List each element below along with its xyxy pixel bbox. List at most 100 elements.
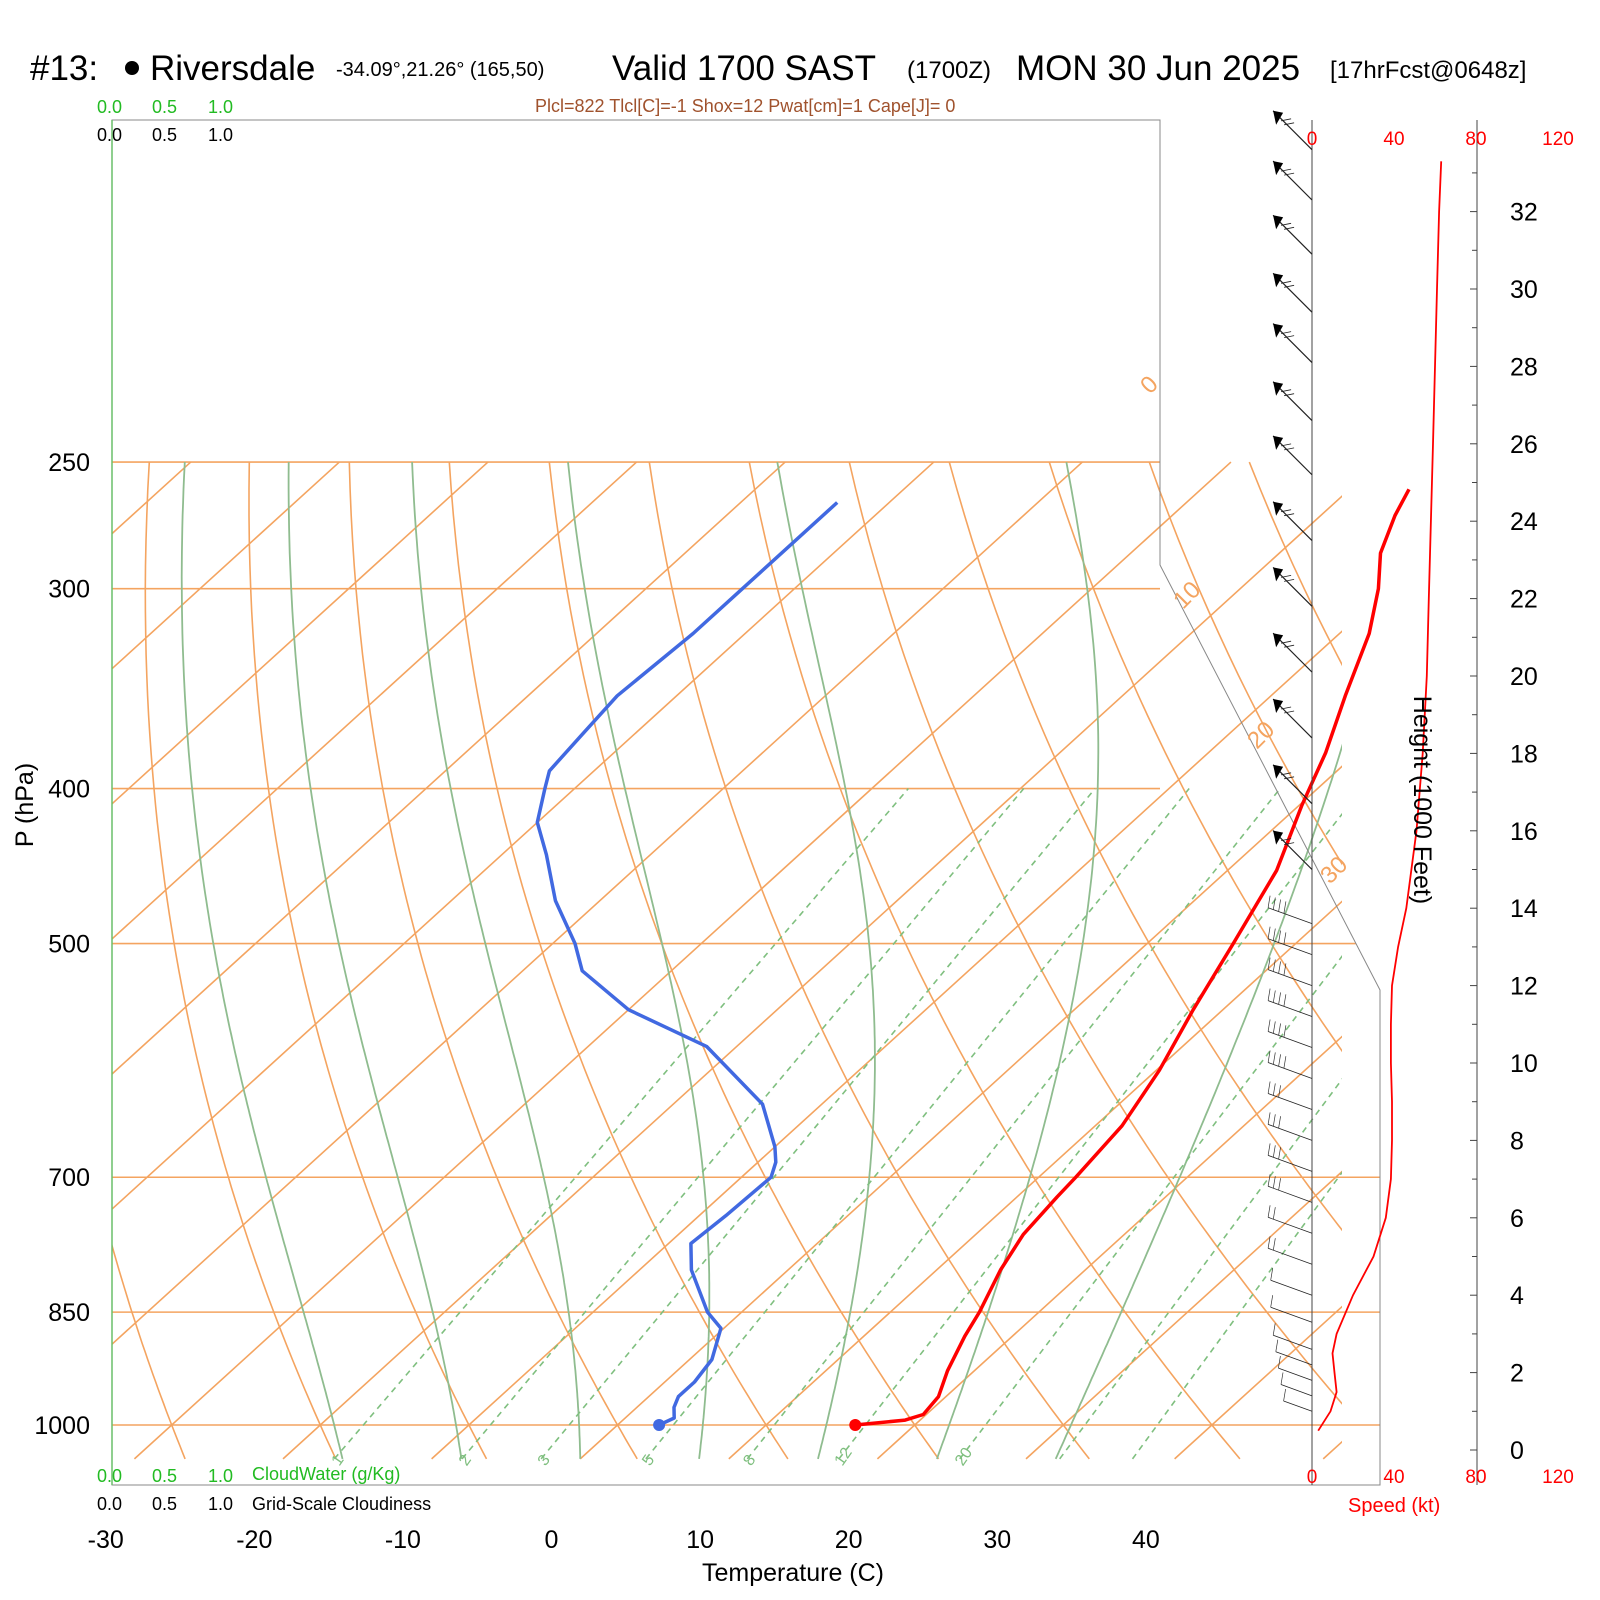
wind-feather [1284,284,1295,288]
wind-barb [1267,1031,1313,1048]
dry-adiabat-line [1248,461,1342,667]
dry-adiabat-line [112,1242,186,1460]
dry-adiabat-line [144,462,337,1460]
wind-feather [1281,443,1292,447]
dry-adiabat-line [248,462,488,1460]
height-tick-label: 8 [1510,1127,1524,1155]
wind-pennant-icon [1273,323,1284,338]
dewpoint-surface-dot [653,1419,666,1431]
station-name: Riversdale [150,49,315,88]
moist-adiabat-line [936,461,1100,1460]
wind-barb [1283,1400,1313,1412]
isobar-lines [112,461,1380,1426]
wind-feather [1272,1052,1276,1065]
svg-text:0.0: 0.0 [97,1466,122,1486]
wind-feather [1281,168,1292,172]
wind-pennant-icon [1273,273,1284,288]
wind-feather [1281,838,1292,841]
dry-adiabat-line [1148,461,1342,866]
wind-feather [1278,992,1281,1005]
y-tick-label: 1000 [34,1412,90,1440]
wind-barb [1270,1279,1313,1296]
wind-feather [1280,1372,1284,1385]
wind-barb [1267,1216,1313,1234]
speed-tick-label-bottom: 0 [1307,1467,1318,1488]
stability-indices: Plcl=822 Tlcl[C]=-1 Shox=12 Pwat[cm]=1 C… [535,96,955,116]
moist-adiabat-line [411,462,582,1459]
wind-feather [1281,509,1292,513]
dewpoint-profile-line [535,501,839,1427]
svg-text:0.0: 0.0 [97,1494,122,1514]
wind-pennant-icon [1273,764,1284,779]
wind-feather [1267,1236,1271,1249]
top-scale-black: 0.0 0.5 1.0 [97,125,233,145]
height-tick-label: 18 [1510,740,1538,768]
wind-feather [1272,1083,1276,1096]
x-tick-label: 10 [686,1526,714,1554]
height-tick-label: 20 [1510,663,1538,691]
height-tick-label: 16 [1510,818,1538,846]
wind-pennant-icon [1273,215,1284,230]
wind-barbs [1267,110,1313,1412]
dry-adiabat-line [1048,461,1342,1053]
wind-feather [1272,1145,1276,1158]
svg-text:1.0: 1.0 [208,1494,233,1514]
x-tick-label: 20 [835,1526,863,1554]
wind-barb [1267,1247,1313,1265]
isotherm-line [112,461,638,940]
wind-barb [1267,1062,1313,1079]
height-tick-label: 2 [1510,1360,1524,1388]
wind-feather [1278,1147,1281,1160]
wind-pennant-icon [1273,830,1284,845]
dry-adiabat-line [848,461,1342,1405]
isotherm-line [112,461,489,805]
wind-feather [1284,776,1295,780]
speed-tick-label-top: 120 [1542,129,1574,150]
wind-speed-line [1317,161,1443,1432]
dry-adiabat-line [448,462,789,1460]
isotherm-label-right: 30 [1315,851,1353,889]
wind-feather [1284,226,1295,230]
mixing-ratio-line [746,788,1281,1460]
height-tick-label: 30 [1510,276,1538,304]
wind-feather [1272,1114,1276,1127]
isotherm-line [133,461,1232,1460]
isotherm-line [112,461,1083,1346]
isotherm-line [1025,1170,1342,1460]
dry-adiabat-line [948,461,1342,1232]
isotherm-line [876,1035,1342,1460]
wind-pennant-icon [1273,699,1284,713]
valid-date: MON 30 Jun 2025 [1016,49,1300,88]
mixing-ratio-line [645,788,1190,1460]
y-tick-label: 300 [48,576,90,604]
wind-barb [1267,1000,1313,1017]
wind-barb [1267,1155,1313,1172]
speed-tick-label-bottom: 40 [1383,1467,1404,1488]
wind-feather [1283,901,1287,914]
speed-tick-label-top: 0 [1307,129,1318,150]
wind-pennant-icon [1273,633,1284,648]
forecast-info: [17hrFcst@0648z] [1330,57,1526,84]
wind-feather [1284,513,1295,517]
x-tick-label: -20 [236,1526,272,1554]
wind-feather [1272,1238,1276,1251]
wind-feather [1284,579,1295,582]
height-axis-title: Height (1000 Feet) [1408,696,1436,904]
wind-feather [1267,926,1271,939]
dry-adiabat-line [648,461,1090,1460]
wind-feather [1283,1025,1287,1038]
sounding-profiles [535,488,1411,1431]
height-tick-label: 22 [1510,586,1538,614]
wind-feather [1281,706,1292,710]
wind-feather [1281,222,1292,226]
wind-feather [1283,994,1287,1007]
wind-feather [1272,897,1276,910]
wind-barb [1278,1367,1313,1381]
wind-feather [1278,1116,1281,1129]
wind-feather [1278,899,1281,912]
svg-text:0.0: 0.0 [97,125,122,145]
station-coords: -34.09°,21.26° (165,50) [336,59,544,81]
moist-adiabat-line [567,462,711,1460]
dry-adiabat-line [1349,462,1600,1459]
wind-feather [1278,1023,1281,1036]
